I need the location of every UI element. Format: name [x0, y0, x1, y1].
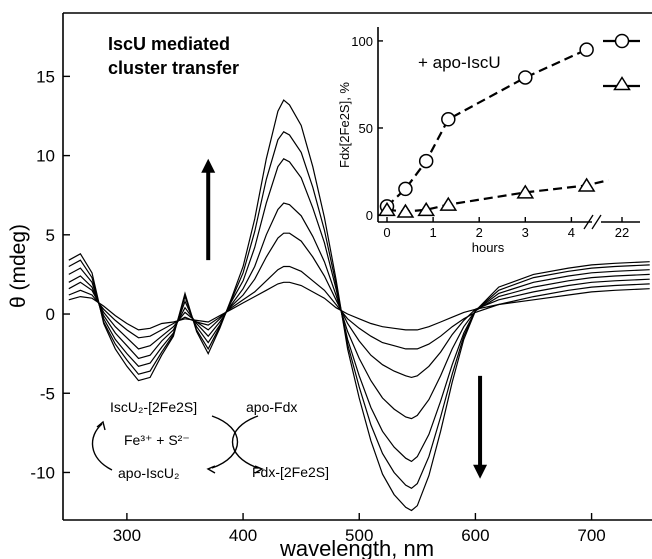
- inset-x-axis-label: hours: [472, 240, 505, 255]
- spectrum-line-6: [68, 131, 650, 490]
- inset-point-circle: [518, 70, 533, 85]
- increase-arrow-head: [201, 158, 216, 173]
- spectrum-line-3: [68, 232, 650, 379]
- scheme-curve-recycle: [91, 423, 113, 471]
- inset-point-triangle: [439, 196, 458, 211]
- inset-x-tick-label: 2: [476, 225, 483, 240]
- inset-x-tick-label: 0: [383, 225, 390, 240]
- inset-y-tick-label: 0: [366, 208, 373, 223]
- inset-point-circle: [579, 42, 594, 57]
- inset-legend-triangle-marker: [613, 76, 631, 91]
- scheme-curve-right: [232, 415, 259, 469]
- scheme-arrowhead-left: [206, 465, 216, 474]
- inset-point-triangle: [378, 201, 396, 217]
- spectrum-line-2: [68, 265, 650, 350]
- inset-legend-circle-marker: [614, 33, 630, 49]
- decrease-arrow-head: [473, 464, 488, 479]
- main-spectra: [68, 99, 650, 512]
- inset-point-triangle: [417, 201, 436, 217]
- spectrum-line-7: [68, 99, 650, 512]
- inset-point-triangle: [516, 184, 535, 199]
- inset-point-circle: [398, 181, 413, 197]
- scheme-iscu-cluster: IscU₂-[2Fe2S]: [110, 399, 197, 415]
- inset-series: [378, 42, 609, 218]
- main-y-tick-label: -10: [30, 463, 55, 482]
- scheme-arrowhead-recycle: [96, 420, 106, 431]
- scheme-apo-fdx: apo-Fdx: [246, 399, 297, 415]
- inset-y-axis-label: Fdx[2Fe2S], %: [337, 82, 352, 168]
- main-x-axis-label: wavelength, nm: [279, 536, 434, 559]
- inset-x-tick-label: 1: [429, 225, 436, 240]
- scheme-arrowhead-right: [254, 465, 264, 474]
- main-x-tick-label: 500: [345, 526, 373, 545]
- scheme-curve-left: [211, 415, 238, 469]
- main-y-axis-label: θ (mdeg): [7, 224, 30, 308]
- scheme-apo-iscu: apo-IscU₂: [118, 465, 179, 481]
- spectrum-line-1: [68, 281, 650, 331]
- spectrum-line-4: [68, 202, 650, 420]
- inset-legend-text: + apo-IscU: [418, 53, 501, 72]
- chart-title-line-1: IscU mediated: [108, 34, 230, 54]
- main-y-tick-label: 0: [46, 305, 55, 324]
- inset-axis-break-mark-1: [583, 214, 594, 230]
- inset-x-tick-label: 4: [568, 225, 575, 240]
- reaction-scheme: IscU₂-[2Fe2S] apo-Fdx Fe³⁺ + S²⁻ apo-Isc…: [91, 399, 329, 481]
- change-arrows: [201, 158, 488, 479]
- inset-point-triangle: [577, 177, 596, 192]
- inset-chart: 0 1 2 3 4 22 0 50 100 + apo-IscU hours Fdx[2Fe2S…: [337, 27, 651, 255]
- main-y-tick-label: 10: [36, 147, 55, 166]
- main-x-tick-label: 600: [461, 526, 489, 545]
- inset-y-tick-label: 100: [351, 34, 373, 49]
- inset-y-tick-label: 50: [359, 121, 373, 136]
- main-y-tick-label: 15: [36, 67, 55, 86]
- scheme-fdx-cluster: Fdx-[2Fe2S]: [252, 464, 329, 480]
- inset-x-tick-label: 3: [522, 225, 529, 240]
- inset-point-triangle: [396, 203, 415, 218]
- main-x-tick-label: 700: [577, 526, 605, 545]
- inset-point-circle: [418, 153, 434, 169]
- main-x-tick-label: 300: [113, 526, 141, 545]
- chart-title-line-2: cluster transfer: [108, 58, 239, 78]
- main-y-tick-label: 5: [46, 226, 55, 245]
- main-x-tick-label: 400: [229, 526, 257, 545]
- scheme-fe-s: Fe³⁺ + S²⁻: [124, 432, 190, 448]
- inset-x-tick-label: 22: [615, 225, 629, 240]
- spectrum-line-5: [68, 158, 650, 463]
- inset-axis-break-mark-2: [591, 214, 602, 230]
- main-y-tick-label: -5: [40, 384, 55, 403]
- inset-legend: [603, 33, 640, 91]
- inset-point-circle: [441, 112, 456, 127]
